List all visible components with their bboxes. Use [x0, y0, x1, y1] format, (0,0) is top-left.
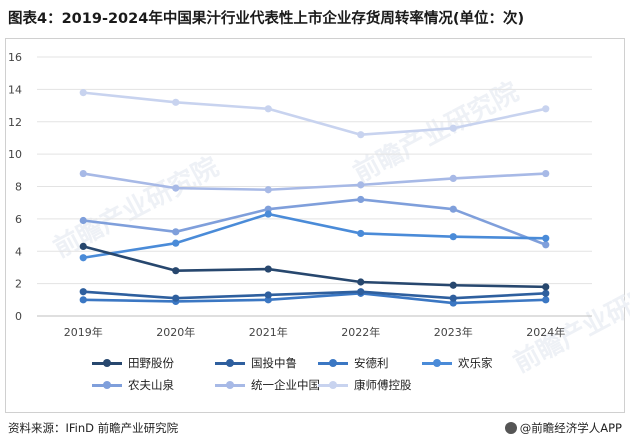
data-point [79, 169, 87, 178]
brand-label: @前瞻经济学人APP [519, 421, 622, 435]
data-point [449, 294, 457, 302]
source-note: 资料来源：IFinD 前瞻产业研究院 [8, 421, 179, 435]
data-point [172, 228, 180, 236]
series-line [83, 290, 546, 300]
legend-swatch [318, 380, 348, 389]
data-point [542, 234, 550, 242]
legend-label: 统一企业中国 [251, 378, 320, 392]
data-point [172, 98, 180, 106]
data-point [357, 229, 365, 238]
data-point [79, 288, 87, 296]
legend-label: 国投中鲁 [251, 356, 297, 370]
legend-swatch [318, 358, 348, 367]
legend-label: 康师傅控股 [354, 378, 412, 392]
data-point [542, 169, 550, 178]
data-point [79, 254, 87, 262]
legend-item: 安德利 [318, 355, 389, 371]
data-point [264, 210, 272, 218]
data-point [79, 296, 87, 304]
legend-item: 欢乐家 [422, 355, 493, 371]
y-tick-label: 8 [15, 181, 22, 194]
data-point [79, 242, 87, 250]
data-point [172, 267, 180, 275]
watermark-text: 前瞻产业研究院 [508, 266, 630, 379]
legend-swatch [215, 380, 245, 389]
legend-label: 欢乐家 [458, 356, 493, 370]
data-point [449, 124, 457, 132]
legend-swatch [215, 358, 245, 367]
legend-swatch [92, 358, 122, 367]
chart-frame [5, 38, 625, 413]
data-point [542, 241, 550, 249]
y-axis-ticks: 0 2 4 6 8 10 12 14 16 [8, 51, 22, 323]
brand-logo-icon [504, 422, 517, 434]
x-tick-label: 2019年 [64, 325, 103, 339]
series-line [83, 172, 546, 192]
x-tick-label: 2020年 [156, 325, 195, 339]
y-tick-label: 10 [8, 148, 22, 161]
data-point [542, 289, 550, 297]
legend-swatch [92, 380, 122, 389]
x-tick-label: 2021年 [249, 325, 288, 339]
series-line [82, 245, 546, 289]
series-line [83, 91, 547, 136]
legend-label: 田野股份 [128, 356, 174, 370]
data-point [172, 294, 180, 302]
series-line [83, 198, 547, 246]
legend-swatch [422, 358, 452, 367]
data-point [264, 186, 272, 194]
data-point [449, 281, 457, 289]
y-tick-label: 12 [8, 116, 22, 129]
legend-item: 田野股份 [92, 355, 174, 371]
data-point [542, 105, 550, 113]
data-point [449, 205, 457, 213]
data-point [357, 131, 365, 139]
data-point [264, 265, 272, 273]
series-line [83, 212, 546, 260]
x-axis-ticks: 2019年 2020年 2021年 2022年 2023年 2024年 [64, 325, 566, 339]
data-point [172, 184, 180, 192]
y-tick-label: 0 [15, 310, 22, 323]
data-point [79, 89, 87, 97]
data-point [449, 233, 457, 241]
y-tick-label: 2 [15, 278, 22, 291]
legend-item: 康师傅控股 [318, 377, 412, 393]
data-point [542, 296, 550, 304]
y-tick-label: 6 [15, 213, 22, 226]
data-point [542, 283, 550, 291]
y-tick-label: 14 [8, 83, 22, 96]
legend-item: 国投中鲁 [215, 355, 297, 371]
y-tick-label: 4 [15, 245, 22, 258]
data-point [264, 291, 272, 299]
series-lines [79, 89, 550, 307]
legend-item: 农夫山泉 [92, 377, 174, 393]
x-tick-label: 2022年 [341, 325, 380, 339]
data-point [172, 239, 180, 247]
series-line [83, 292, 546, 305]
x-tick-label: 2023年 [434, 325, 473, 339]
x-tick-label: 2024年 [526, 325, 565, 339]
chart-title: 图表4：2019-2024年中国果汁行业代表性上市企业存货周转率情况(单位：次) [8, 11, 525, 27]
data-point [357, 195, 365, 204]
brand-credit: @前瞻经济学人APP [504, 420, 622, 436]
y-tick-label: 16 [8, 51, 22, 64]
data-point [449, 174, 457, 183]
data-point [264, 105, 272, 113]
legend-item: 统一企业中国 [215, 377, 320, 393]
legend-label: 农夫山泉 [128, 378, 174, 392]
data-point [357, 288, 365, 296]
data-point [79, 216, 87, 225]
data-point [357, 278, 365, 286]
legend-label: 安德利 [354, 356, 389, 370]
watermark-text: 前瞻产业研究院 [48, 151, 223, 264]
data-point [357, 181, 365, 189]
